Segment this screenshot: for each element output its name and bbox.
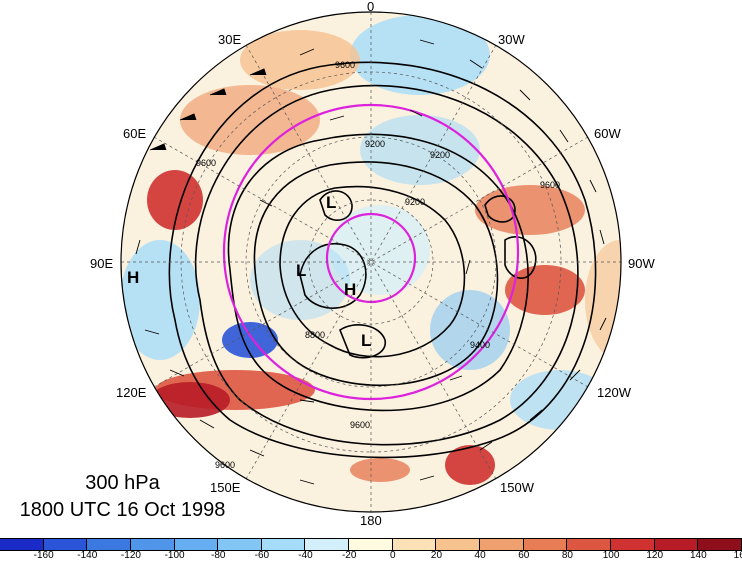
height-contours [168, 61, 597, 459]
lon-label-150w: 150W [500, 480, 534, 495]
colorbar-swatch [567, 539, 611, 550]
contour-label: 9600 [350, 420, 370, 430]
colorbar-tick-label: -60 [254, 550, 270, 561]
colorbar-swatch [261, 539, 306, 550]
colorbar-tick-label: 140 [690, 550, 707, 561]
contour-label: 9600 [540, 180, 560, 190]
colorbar-swatch [698, 539, 742, 550]
contour-label: 9200 [405, 197, 425, 207]
colorbar-swatch [480, 539, 524, 550]
lon-label-90w: 90W [628, 256, 655, 271]
contour-label: 9600 [196, 158, 216, 168]
colorbar-swatch [523, 539, 568, 550]
high-center: H [344, 280, 357, 299]
low-center: L [361, 331, 372, 350]
low-center: L [296, 261, 307, 280]
contour-label: 8800 [305, 330, 325, 340]
contour-label: 9200 [365, 139, 385, 149]
time-label: 1800 UTC 16 Oct 1998 [19, 499, 226, 521]
colorbar-tick-label: 80 [561, 550, 573, 561]
colorbar [0, 538, 742, 551]
high-center: H [127, 268, 140, 287]
colorbar-tick-label: -140 [77, 550, 98, 561]
map-disc [121, 12, 621, 512]
contour-labels: 9600 9600 9200 9200 9600 9600 8800 9200 … [196, 60, 560, 470]
colorbar-swatch [218, 539, 262, 550]
colorbar-swatch [654, 539, 699, 550]
wind-barbs [135, 39, 607, 485]
lon-label-60e: 60E [123, 126, 147, 141]
lon-label-180: 180 [360, 513, 382, 528]
colorbar-tick-label: 60 [518, 550, 530, 561]
low-center: L [326, 193, 337, 212]
contour-label: 9600 [335, 60, 355, 70]
colorbar-tick-label: -120 [120, 550, 141, 561]
graticule [121, 12, 621, 512]
colorbar-tick-label: -40 [298, 550, 313, 561]
level-label: 300 hPa [85, 472, 160, 494]
contour-label: 9400 [470, 340, 490, 350]
colorbar-tick-label: 40 [474, 550, 486, 561]
contour-label: 9600 [215, 460, 235, 470]
colorbar-swatch [610, 539, 655, 550]
lon-label-60w: 60W [594, 126, 621, 141]
colorbar-tick-label: -20 [341, 550, 357, 561]
colorbar-tick-label: 20 [430, 550, 443, 561]
lon-label-150e: 150E [210, 480, 241, 495]
colorbar-tick-label: 120 [646, 550, 664, 561]
colorbar-swatch [349, 539, 393, 550]
colorbar-tick-label: -160 [33, 550, 54, 561]
colorbar-tick-label: -80 [211, 550, 226, 561]
colorbar-swatch [392, 539, 437, 550]
lon-label-30e: 30E [218, 32, 242, 47]
lon-label-0: 0 [367, 0, 375, 14]
colorbar-swatch [305, 539, 350, 550]
colorbar-swatch [0, 539, 44, 550]
colorbar-swatch [174, 539, 219, 550]
contour-label: 9200 [430, 150, 450, 160]
colorbar-tick-label: 160 [733, 550, 742, 561]
lon-label-120e: 120E [116, 385, 147, 400]
colorbar-swatch [436, 539, 481, 550]
colorbar-swatch [87, 539, 131, 550]
colorbar-swatch [43, 539, 88, 550]
colorbar-tick-label: -100 [164, 550, 185, 561]
lon-label-90e: 90E [90, 256, 114, 271]
colorbar-swatch [130, 539, 175, 550]
lon-label-30w: 30W [498, 32, 525, 47]
colorbar-tick-label: 0 [390, 550, 396, 561]
lon-label-120w: 120W [597, 385, 631, 400]
colorbar-tick-label: 100 [602, 550, 620, 561]
